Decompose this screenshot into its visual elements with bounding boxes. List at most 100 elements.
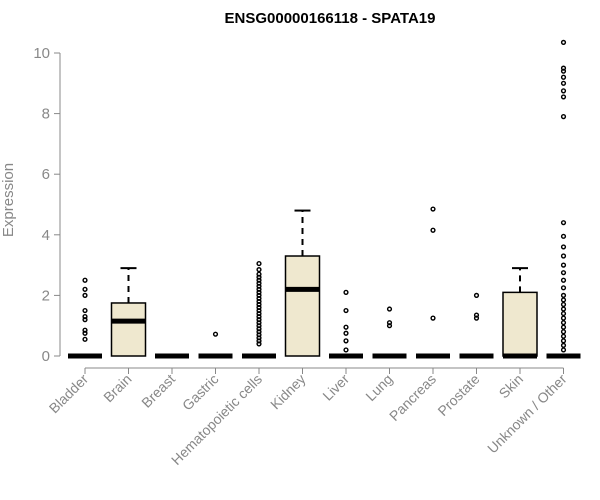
outlier-point	[256, 323, 262, 329]
outlier-point	[256, 289, 262, 295]
outlier-point	[560, 233, 567, 239]
outlier-point	[343, 338, 349, 344]
outlier-point	[430, 227, 436, 233]
outlier-point	[560, 347, 567, 353]
outlier-point	[560, 333, 567, 339]
boxplot-series	[68, 39, 581, 359]
box-skin	[502, 267, 538, 359]
outlier-point	[256, 271, 262, 277]
outlier-point	[256, 301, 262, 308]
box-hematopoietic-cells	[242, 260, 276, 359]
outlier-point	[560, 114, 567, 120]
outlier-point	[256, 286, 262, 292]
outlier-point	[82, 336, 88, 342]
y-tick-label: 10	[33, 45, 50, 62]
outlier-point	[560, 297, 567, 303]
outlier-point	[256, 274, 262, 280]
outlier-point	[256, 320, 262, 326]
outlier-point	[560, 324, 567, 330]
box-pancreas	[416, 206, 450, 359]
outlier-point	[343, 330, 349, 336]
y-tick-label: 0	[42, 348, 50, 365]
box-unknown-other	[546, 39, 581, 359]
outlier-point	[82, 327, 88, 333]
outlier-point	[82, 277, 88, 283]
outlier-point	[560, 315, 567, 321]
x-tick-label: Skin	[496, 371, 527, 402]
outlier-point	[256, 317, 262, 323]
outlier-point	[256, 326, 262, 332]
outlier-point	[560, 329, 567, 335]
outlier-point	[256, 295, 262, 302]
outlier-point	[560, 94, 567, 100]
outlier-point	[560, 244, 567, 250]
outlier-point	[560, 74, 567, 80]
outlier-point	[343, 289, 349, 295]
outlier-point	[473, 292, 480, 298]
box-lung	[372, 306, 407, 359]
outlier-point	[560, 310, 567, 317]
outlier-point	[256, 283, 262, 289]
outlier-point	[82, 307, 88, 314]
box-iqr	[502, 291, 538, 357]
outlier-point	[560, 39, 567, 45]
outlier-point	[82, 292, 88, 298]
outlier-point	[560, 338, 567, 344]
outlier-point	[560, 285, 567, 291]
box-brain	[110, 267, 147, 357]
outlier-point	[256, 341, 262, 347]
box-iqr	[110, 302, 147, 357]
x-tick-label: Lung	[362, 371, 395, 404]
outlier-point	[256, 298, 262, 305]
y-tick-label: 8	[42, 106, 50, 123]
y-axis: 0 2 4 6 8 10	[33, 45, 61, 365]
outlier-point	[256, 335, 262, 341]
outlier-point	[560, 220, 567, 226]
outlier-point	[256, 329, 262, 335]
box-liver	[329, 289, 363, 359]
outlier-point	[560, 262, 567, 268]
outlier-point	[256, 277, 262, 283]
chart-title: ENSG00000166118 - SPATA19	[225, 10, 436, 27]
outlier-point	[256, 332, 262, 338]
x-tick-label: Kidney	[267, 371, 309, 413]
outlier-point	[560, 301, 567, 308]
x-tick-label: Bladder	[46, 371, 92, 417]
outlier-point	[256, 260, 262, 267]
y-axis-label: Expression	[0, 163, 17, 237]
outlier-point	[560, 88, 567, 94]
box-gastric	[198, 331, 233, 359]
outlier-point	[343, 307, 349, 314]
outlier-point	[256, 280, 262, 286]
outlier-point	[430, 206, 436, 212]
x-tick-label: Pancreas	[386, 371, 439, 424]
outlier-point	[256, 292, 262, 298]
outlier-point	[560, 342, 567, 348]
outlier-point	[473, 315, 480, 321]
outlier-point	[386, 306, 393, 312]
outlier-point	[560, 80, 567, 86]
outlier-point	[560, 306, 567, 312]
outlier-point	[473, 312, 480, 318]
box-iqr	[284, 255, 321, 357]
outlier-point	[256, 314, 262, 320]
outlier-point	[82, 317, 88, 323]
x-tick-label: Prostate	[434, 371, 482, 419]
outlier-point	[212, 331, 219, 337]
y-tick-label: 4	[42, 227, 50, 244]
outlier-point	[560, 292, 567, 298]
outlier-point	[82, 286, 88, 292]
outlier-point	[560, 65, 567, 71]
outlier-point	[256, 338, 262, 344]
outlier-point	[386, 320, 393, 326]
outlier-point	[256, 307, 262, 314]
outlier-point	[560, 270, 567, 276]
outlier-point	[560, 277, 567, 283]
outlier-point	[560, 253, 567, 259]
box-kidney	[284, 209, 321, 357]
outlier-point	[343, 347, 349, 353]
outlier-point	[256, 267, 262, 273]
outlier-point	[256, 310, 262, 317]
outlier-point	[560, 68, 567, 74]
